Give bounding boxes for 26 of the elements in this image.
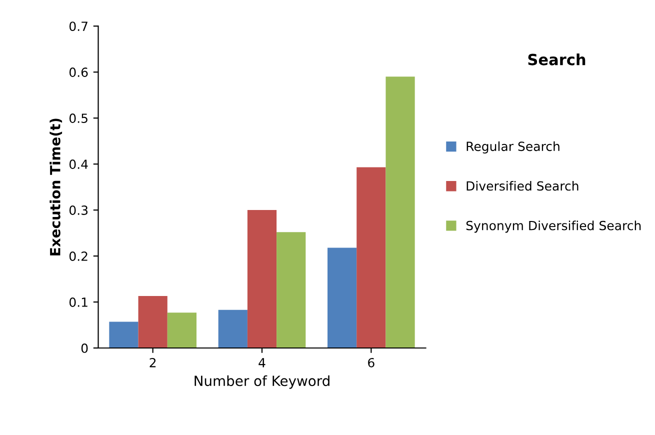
bar — [218, 310, 248, 348]
y-tick-label: 0.5 — [69, 114, 88, 123]
y-tick-label: 0.7 — [69, 22, 88, 32]
legend-label: Synonym Diversified Search — [466, 220, 641, 233]
y-tick-label: 0 — [81, 343, 88, 353]
bar — [138, 296, 168, 348]
legend-label: Regular Search — [466, 141, 560, 154]
text: Search — [528, 54, 586, 66]
bar — [386, 76, 415, 348]
y-tick-label: 0.4 — [69, 160, 88, 169]
y-tick-label: 0.3 — [69, 206, 88, 215]
bar — [276, 232, 306, 348]
x-tick-label: 2 — [150, 358, 156, 368]
bar — [109, 322, 138, 348]
x-tick-label: 6 — [368, 358, 374, 368]
y-axis-title: Execution Time(t) — [50, 118, 62, 256]
y-tick-label: 0.2 — [69, 252, 88, 261]
x-axis-title: Number of Keyword — [194, 375, 330, 389]
legend-label: Diversified Search — [466, 181, 578, 191]
y-tick-label: 0.1 — [69, 297, 88, 307]
bar — [328, 248, 357, 348]
bar — [356, 167, 386, 348]
bar — [167, 312, 196, 348]
bar — [247, 210, 277, 348]
x-tick-label: 4 — [258, 358, 266, 368]
y-tick-label: 0.6 — [69, 68, 88, 78]
